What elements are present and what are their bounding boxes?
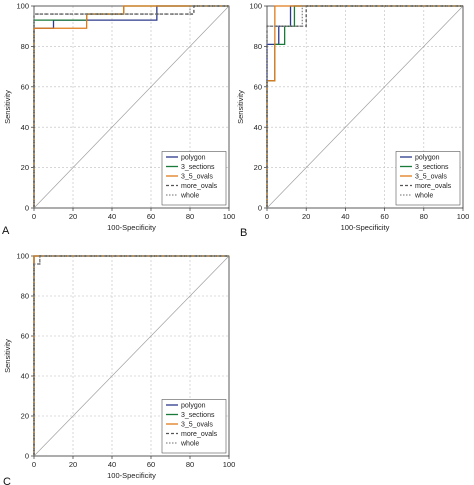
- y-tick-label: 20: [21, 163, 29, 172]
- legend-entry: 3_5_ovals: [181, 422, 213, 429]
- legend-box: [161, 151, 227, 206]
- panel-letter: C: [3, 476, 11, 485]
- legend-entry: whole: [414, 193, 433, 200]
- x-tick-label: 100: [223, 460, 236, 469]
- legend: polygon 3_sections 3_5_ovals more_ovalswhol…: [395, 151, 461, 206]
- legend-entry: polygon: [181, 155, 206, 162]
- x-tick-label: 100: [223, 212, 236, 221]
- y-tick-label: 100: [249, 2, 262, 11]
- diagonal-reference-line: [266, 5, 464, 209]
- x-tick-label: 20: [69, 460, 77, 469]
- x-tick-label: 80: [186, 212, 194, 221]
- legend-entry: more_ovals: [415, 183, 452, 190]
- y-axis-label: Sensitivity: [3, 90, 12, 124]
- legend-entry: 3_sections: [415, 164, 449, 171]
- y-tick-label: 0: [25, 452, 29, 461]
- y-tick-label: 80: [21, 292, 29, 301]
- x-tick-label: 80: [420, 212, 428, 221]
- y-tick-label: 40: [254, 123, 262, 132]
- x-tick-label: 60: [147, 460, 155, 469]
- legend: polygon 3_sections 3_5_ovals more_ovalswhol…: [161, 399, 227, 454]
- y-tick-label: 60: [254, 82, 262, 91]
- y-tick-label: 60: [21, 82, 29, 91]
- series-line-whole: [33, 5, 229, 208]
- y-tick-label: 40: [21, 123, 29, 132]
- diagonal-reference-line: [33, 5, 230, 209]
- x-tick-label: 40: [341, 212, 349, 221]
- legend-entry: 3_5_ovals: [415, 174, 447, 181]
- legend-entry: polygon: [415, 155, 440, 162]
- legend-entry: more_ovals: [181, 183, 218, 190]
- x-tick-label: 0: [32, 212, 36, 221]
- legend-box: [161, 399, 227, 454]
- legend: polygon 3_sections 3_5_ovals more_ovalswhol…: [161, 151, 227, 206]
- y-tick-label: 0: [25, 204, 29, 213]
- x-tick-label: 60: [380, 212, 388, 221]
- x-tick-label: 40: [108, 460, 116, 469]
- legend-entry: 3_sections: [181, 164, 215, 171]
- y-tick-label: 80: [254, 42, 262, 51]
- x-tick-label: 100: [457, 212, 470, 221]
- legend-box: [395, 151, 461, 206]
- roc-panel-c: 0 20 40 60 80 100 0 20 40 60 80 100 100-Specificity S…: [3, 252, 235, 485]
- y-tick-label: 100: [16, 2, 29, 11]
- x-tick-label: 0: [32, 460, 36, 469]
- x-tick-label: 80: [186, 460, 194, 469]
- legend-entry: 3_5_ovals: [181, 174, 213, 181]
- x-tick-label: 60: [147, 212, 155, 221]
- legend-entry: whole: [180, 441, 199, 448]
- y-axis-label: Sensitivity: [236, 90, 245, 124]
- legend-entry: whole: [180, 193, 199, 200]
- x-axis-label: 100-Specificity: [341, 223, 390, 232]
- legend-entry: more_ovals: [181, 431, 218, 438]
- roc-panel-b: 0 20 40 60 80 100 0 20 40 60 80 100 100-Specificity S…: [236, 2, 469, 239]
- y-tick-label: 80: [21, 42, 29, 51]
- panel-letter: A: [2, 225, 10, 237]
- y-tick-label: 100: [16, 252, 29, 261]
- x-tick-label: 40: [108, 212, 116, 221]
- panel-letter: B: [240, 227, 247, 239]
- y-tick-label: 60: [21, 332, 29, 341]
- y-tick-label: 0: [258, 204, 262, 213]
- x-axis-label: 100-Specificity: [107, 223, 156, 232]
- y-tick-label: 20: [254, 163, 262, 172]
- x-tick-label: 20: [302, 212, 310, 221]
- y-tick-label: 20: [21, 412, 29, 421]
- diagonal-reference-line: [33, 255, 230, 457]
- series-line-more-ovals: [33, 255, 229, 456]
- y-axis-label: Sensitivity: [3, 339, 12, 373]
- roc-panel-a: 0 20 40 60 80 100 0 20 40 60 80 100 100-Specificity S…: [2, 2, 235, 237]
- y-tick-label: 40: [21, 372, 29, 381]
- x-tick-label: 20: [69, 212, 77, 221]
- x-tick-label: 0: [265, 212, 269, 221]
- legend-entry: polygon: [181, 403, 206, 410]
- legend-entry: 3_sections: [181, 412, 215, 419]
- series-line-whole: [266, 5, 463, 208]
- x-axis-label: 100-Specificity: [107, 471, 156, 480]
